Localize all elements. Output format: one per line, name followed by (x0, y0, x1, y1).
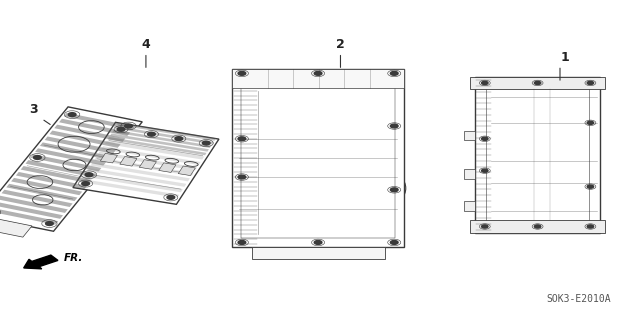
Circle shape (85, 173, 93, 177)
Bar (463, 201, 475, 211)
Text: 2: 2 (336, 38, 345, 51)
Bar (35, 148, 106, 166)
Bar (470, 77, 605, 89)
Bar (140, 160, 156, 169)
Bar (40, 142, 111, 160)
Bar (463, 131, 475, 140)
Bar (232, 69, 404, 247)
Circle shape (238, 137, 246, 141)
Bar (252, 247, 385, 259)
Bar (0, 107, 142, 231)
Bar (16, 172, 87, 189)
Bar (159, 163, 176, 172)
Bar (0, 196, 68, 213)
Circle shape (125, 124, 132, 128)
Circle shape (481, 137, 488, 140)
Circle shape (534, 225, 541, 228)
Bar (0, 207, 58, 225)
Circle shape (82, 182, 90, 185)
Circle shape (314, 71, 322, 75)
Circle shape (390, 188, 398, 192)
Circle shape (167, 196, 175, 199)
Bar (20, 166, 92, 183)
Bar (105, 141, 204, 160)
Bar (179, 166, 195, 175)
Bar (232, 69, 404, 88)
Circle shape (202, 141, 210, 145)
Bar (101, 146, 201, 165)
Bar (11, 178, 82, 195)
Circle shape (481, 169, 488, 172)
Circle shape (588, 185, 594, 188)
Bar (91, 163, 190, 182)
Bar (45, 137, 116, 154)
Bar (83, 174, 183, 192)
Circle shape (390, 241, 398, 244)
Circle shape (45, 222, 53, 226)
FancyArrow shape (24, 255, 58, 269)
Bar (54, 125, 125, 142)
Text: FR.: FR. (64, 253, 83, 263)
Circle shape (481, 225, 488, 228)
Bar (113, 130, 211, 148)
Circle shape (588, 225, 594, 228)
Text: SOK3-E2010A: SOK3-E2010A (547, 294, 611, 304)
Circle shape (238, 175, 246, 179)
Bar (463, 169, 475, 179)
Circle shape (269, 116, 278, 120)
Bar (110, 133, 209, 152)
Circle shape (558, 152, 568, 157)
Circle shape (339, 184, 355, 192)
Circle shape (238, 241, 246, 244)
Text: 1: 1 (561, 51, 570, 64)
Bar (0, 202, 63, 219)
Bar (59, 119, 130, 136)
Circle shape (117, 127, 125, 131)
Bar (0, 219, 32, 237)
Bar (486, 86, 589, 224)
Bar (475, 77, 600, 233)
Circle shape (509, 126, 522, 132)
Circle shape (317, 116, 326, 120)
Bar (94, 157, 193, 176)
Bar (100, 153, 118, 163)
Circle shape (314, 241, 322, 244)
Circle shape (148, 132, 156, 136)
Bar (87, 168, 186, 187)
Circle shape (33, 156, 41, 160)
Bar (117, 122, 216, 141)
Circle shape (588, 121, 594, 124)
Circle shape (588, 81, 594, 85)
Circle shape (68, 113, 76, 116)
Bar (49, 130, 120, 148)
Circle shape (175, 137, 182, 141)
Bar (241, 78, 396, 238)
Bar (64, 113, 135, 130)
Circle shape (390, 71, 398, 75)
Bar (98, 152, 197, 170)
Bar (470, 220, 605, 233)
Circle shape (481, 81, 488, 85)
Circle shape (365, 116, 374, 120)
Text: 4: 4 (141, 38, 150, 51)
Circle shape (534, 81, 541, 85)
Bar (30, 154, 101, 172)
Bar (26, 160, 97, 177)
Bar (73, 122, 219, 204)
Circle shape (238, 71, 246, 75)
Bar (115, 126, 214, 145)
Bar (6, 184, 77, 201)
Bar (80, 179, 179, 198)
Text: 3: 3 (29, 103, 38, 116)
Bar (1, 190, 72, 207)
Bar (108, 137, 207, 155)
Bar (120, 157, 137, 166)
Circle shape (390, 124, 398, 128)
